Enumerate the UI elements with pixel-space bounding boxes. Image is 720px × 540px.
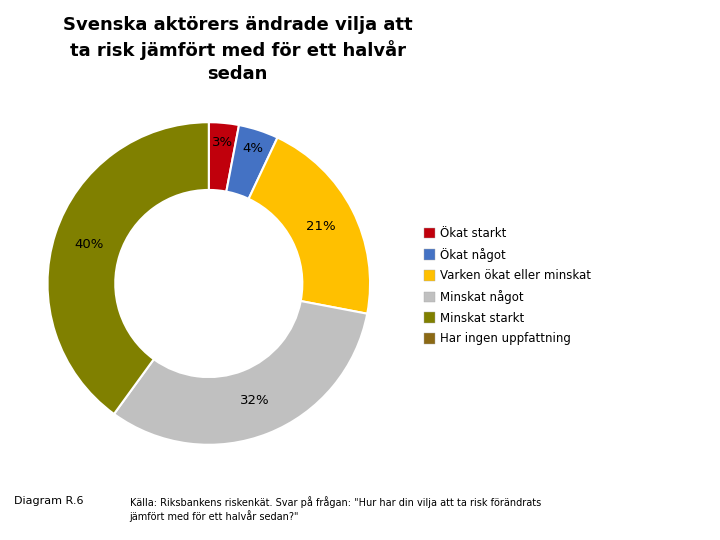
- Wedge shape: [48, 122, 209, 414]
- Wedge shape: [226, 125, 277, 199]
- Text: Källa: Riksbankens riskenkät. Svar på frågan: "Hur har din vilja att ta risk för: Källa: Riksbankens riskenkät. Svar på fr…: [130, 496, 541, 522]
- Text: sedan: sedan: [207, 65, 268, 83]
- Text: Svenska aktörers ändrade vilja att: Svenska aktörers ändrade vilja att: [63, 16, 413, 34]
- Text: 40%: 40%: [74, 238, 104, 251]
- Wedge shape: [209, 122, 239, 192]
- Text: 32%: 32%: [240, 394, 270, 407]
- Text: 4%: 4%: [242, 142, 263, 155]
- Legend: Ökat starkt, Ökat något, Varken ökat eller minskat, Minskat något, Minskat stark: Ökat starkt, Ökat något, Varken ökat ell…: [423, 227, 591, 346]
- Wedge shape: [114, 301, 367, 445]
- Text: 3%: 3%: [212, 136, 233, 148]
- Text: 21%: 21%: [306, 220, 336, 233]
- Text: ta risk jämfört med för ett halvår: ta risk jämfört med för ett halvår: [70, 40, 405, 60]
- Wedge shape: [248, 138, 370, 314]
- Text: Diagram R.6: Diagram R.6: [14, 496, 84, 506]
